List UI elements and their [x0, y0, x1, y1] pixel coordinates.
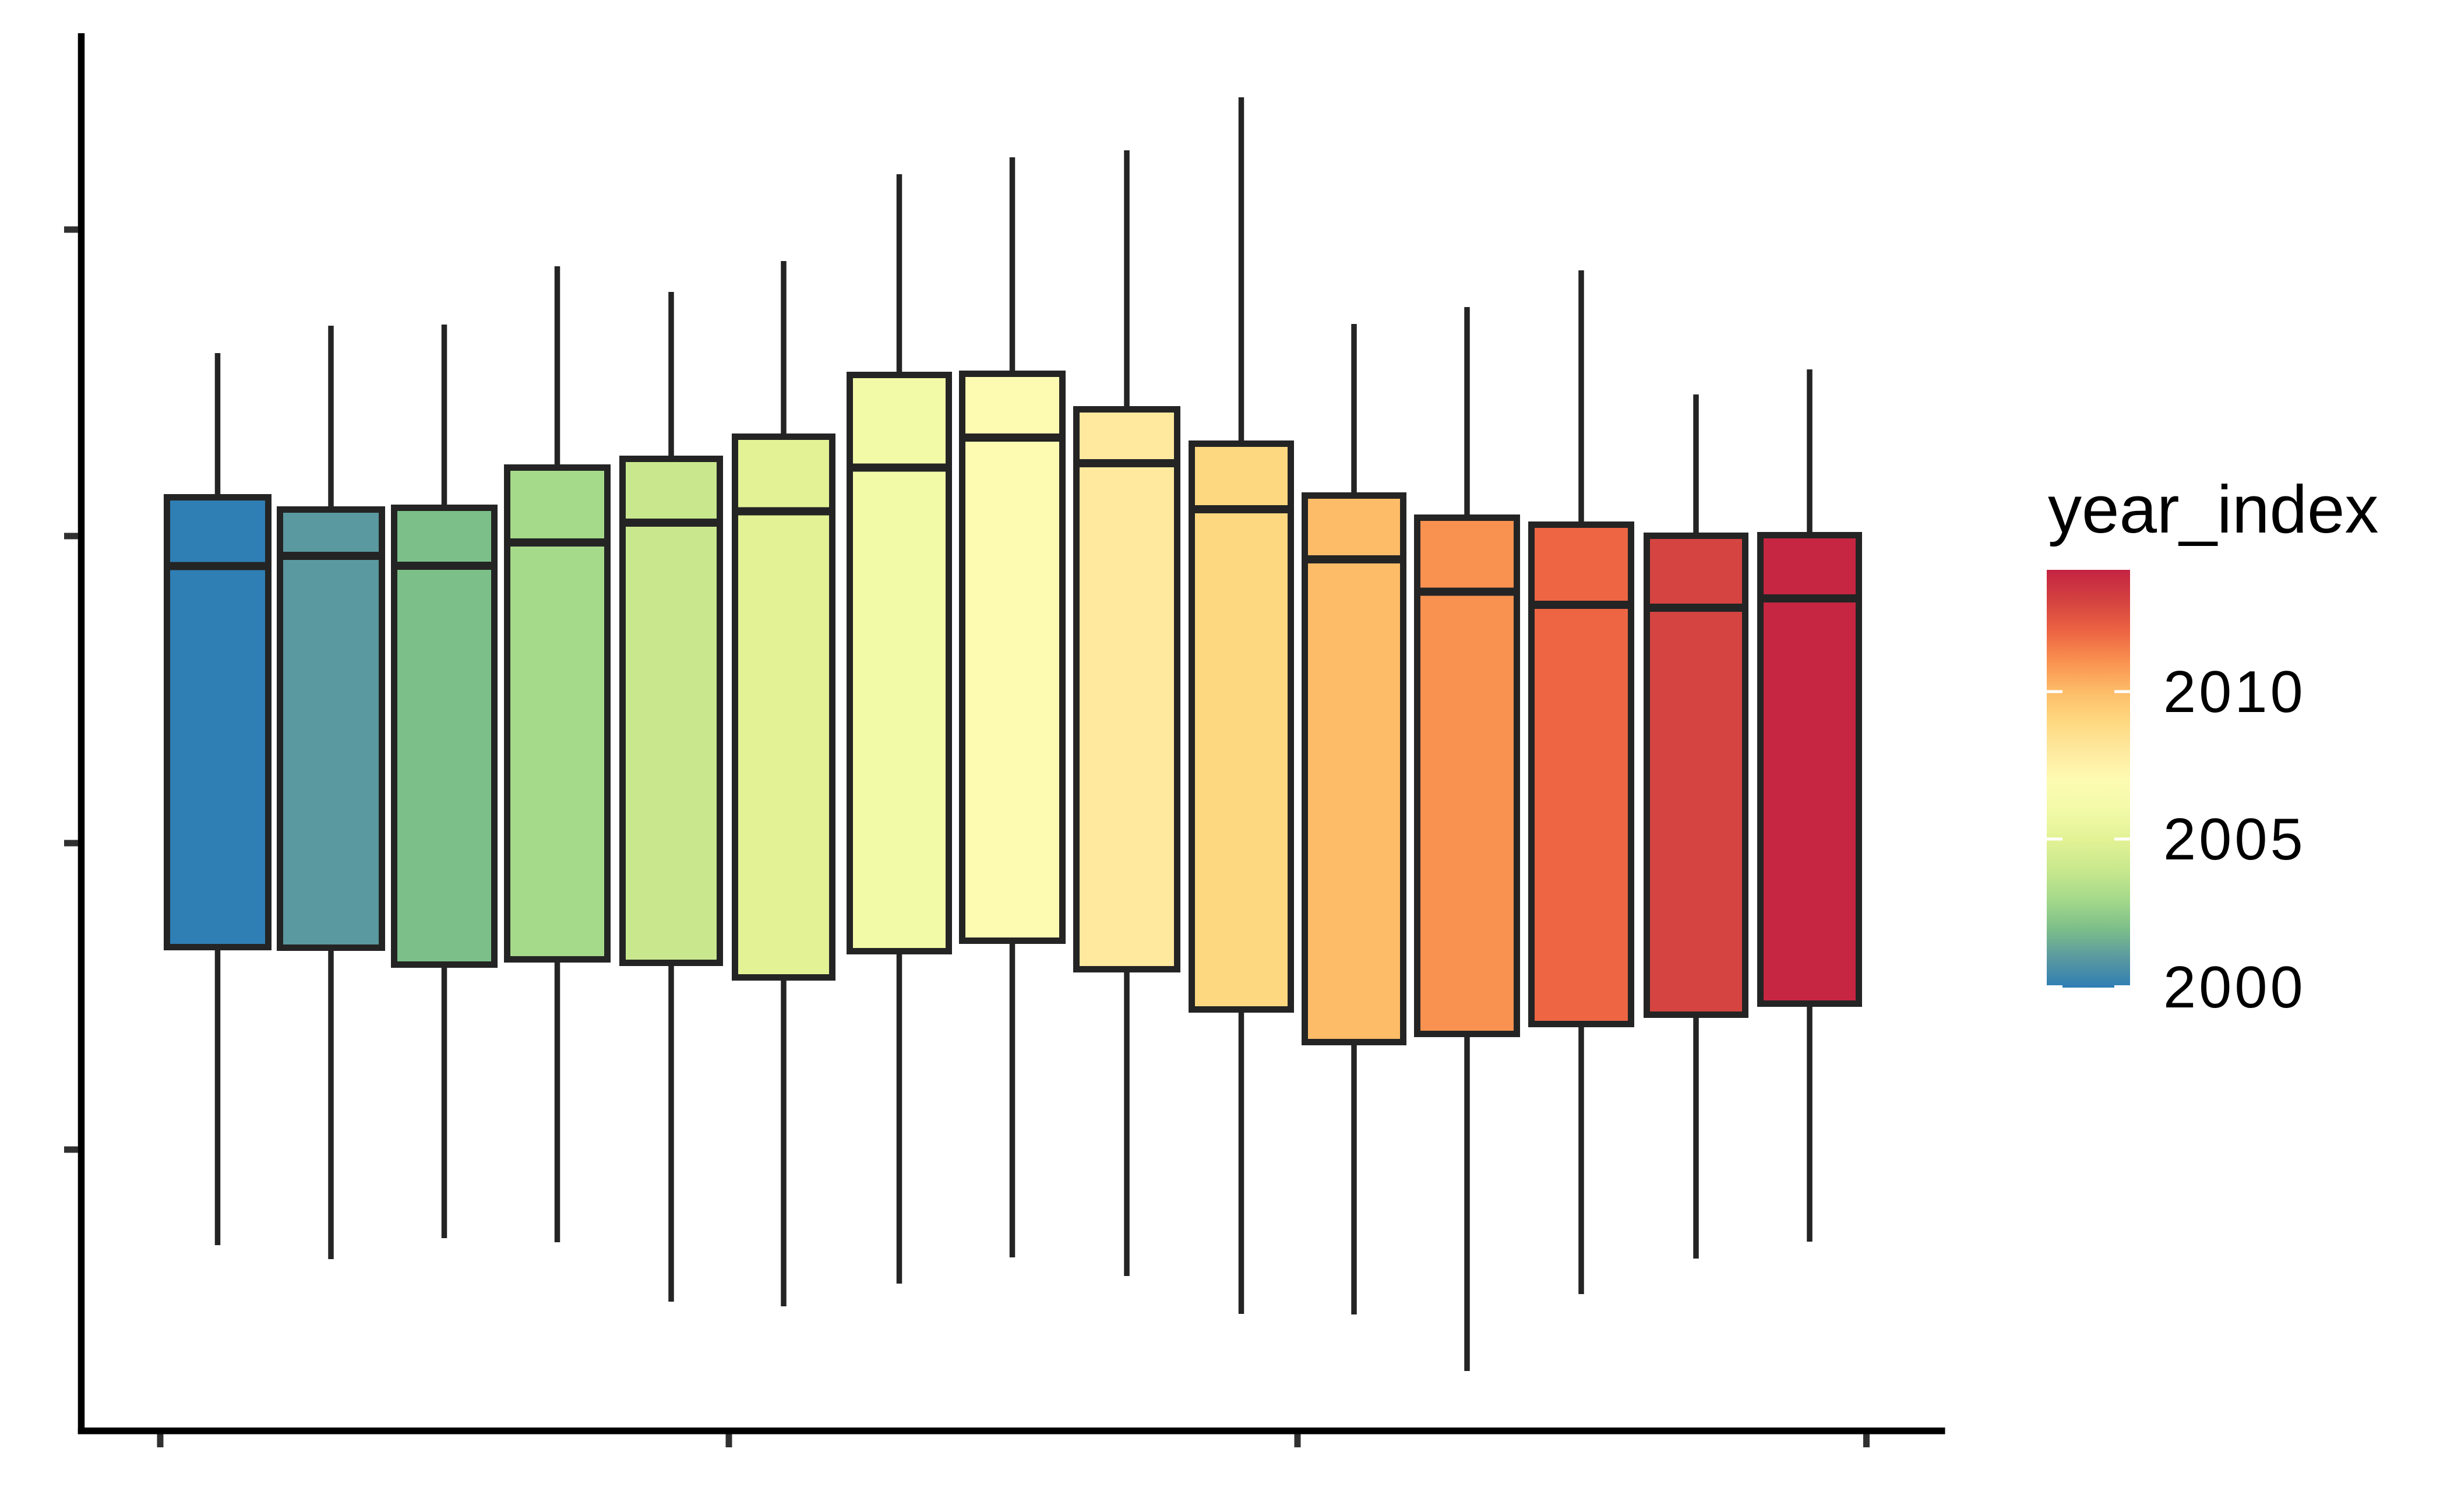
svg-text:year_index: year_index [2048, 471, 2378, 547]
svg-text:2005: 2005 [2163, 807, 2306, 872]
svg-text:2000: 2000 [2163, 955, 2306, 1020]
svg-text:2010: 2010 [2163, 660, 2306, 725]
